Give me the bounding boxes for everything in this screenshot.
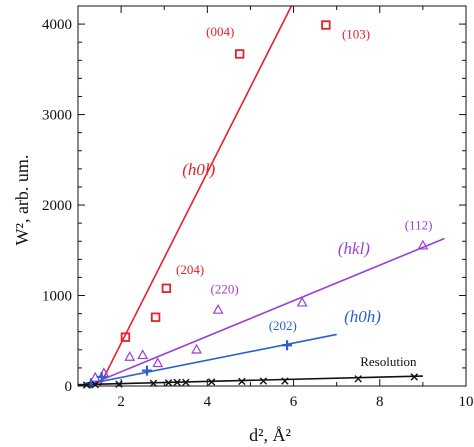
y-tick-label: 0 xyxy=(65,379,73,395)
point-h0l-0 xyxy=(120,332,131,342)
annotation-8: (h0h) xyxy=(344,307,381,326)
fit-lines xyxy=(77,5,445,387)
point-res-3 xyxy=(149,379,158,387)
annotations: (004) (103) (204) (h0l) (220) (112) (hkl) (202)… xyxy=(176,24,432,369)
point-res-9 xyxy=(259,377,268,385)
fit-line-hkl xyxy=(86,237,445,387)
annotation-9: Resolution xyxy=(360,354,417,369)
point-hkl-6 xyxy=(212,303,224,314)
y-tick-label: 2000 xyxy=(42,198,72,214)
annotation-0: (004) xyxy=(206,24,234,39)
point-res-8 xyxy=(238,377,246,386)
fit-line-h0h xyxy=(77,333,337,387)
x-tick-label: 6 xyxy=(290,394,298,410)
point-res-0 xyxy=(82,381,91,389)
point-hkl-7 xyxy=(296,296,308,307)
point-h0h-3 xyxy=(282,340,293,351)
point-res-6 xyxy=(182,378,190,387)
point-h0l-3 xyxy=(234,49,245,59)
point-hkl-5 xyxy=(191,343,202,354)
point-h0h-2 xyxy=(141,365,152,376)
axes: 2 4 6 8 10 0 1000 2000 3000 4000 xyxy=(42,5,474,410)
x-tick-label: 8 xyxy=(376,394,384,410)
annotation-5: (112) xyxy=(405,217,433,232)
x-tick-label: 10 xyxy=(459,394,474,410)
x-tick-label: 4 xyxy=(204,394,212,410)
y-tick-label: 1000 xyxy=(42,289,72,305)
fit-line-h0l xyxy=(98,5,293,387)
x-tick-label: 2 xyxy=(117,394,125,410)
annotation-3: (h0l) xyxy=(182,160,215,179)
point-res-7 xyxy=(207,378,216,386)
annotation-4: (220) xyxy=(210,282,238,297)
point-res-10 xyxy=(281,377,289,385)
point-hkl-3 xyxy=(137,349,149,360)
annotation-6: (hkl) xyxy=(338,239,370,258)
annotation-1: (103) xyxy=(342,27,370,42)
point-res-5 xyxy=(173,378,181,387)
point-hkl-4 xyxy=(152,357,164,368)
data-points xyxy=(82,20,429,389)
point-res-1 xyxy=(91,380,99,389)
point-h0h-1 xyxy=(96,371,107,382)
annotation-7: (202) xyxy=(269,318,297,333)
annotation-2: (204) xyxy=(176,262,204,277)
x-axis-label: d², Å² xyxy=(249,425,291,445)
point-h0l-2 xyxy=(161,283,172,293)
point-h0l-4 xyxy=(321,20,331,30)
y-tick-label: 3000 xyxy=(42,108,72,124)
plot-frame xyxy=(77,5,467,387)
y-tick-label: 4000 xyxy=(42,17,72,33)
y-axis-label: W², arb. um. xyxy=(12,155,32,246)
point-res-12 xyxy=(410,373,418,381)
point-h0l-1 xyxy=(150,312,161,322)
point-res-4 xyxy=(164,379,173,387)
fit-line-res xyxy=(77,375,423,386)
point-res-11 xyxy=(354,375,362,383)
point-hkl-8 xyxy=(417,239,429,250)
point-hkl-2 xyxy=(124,351,136,361)
